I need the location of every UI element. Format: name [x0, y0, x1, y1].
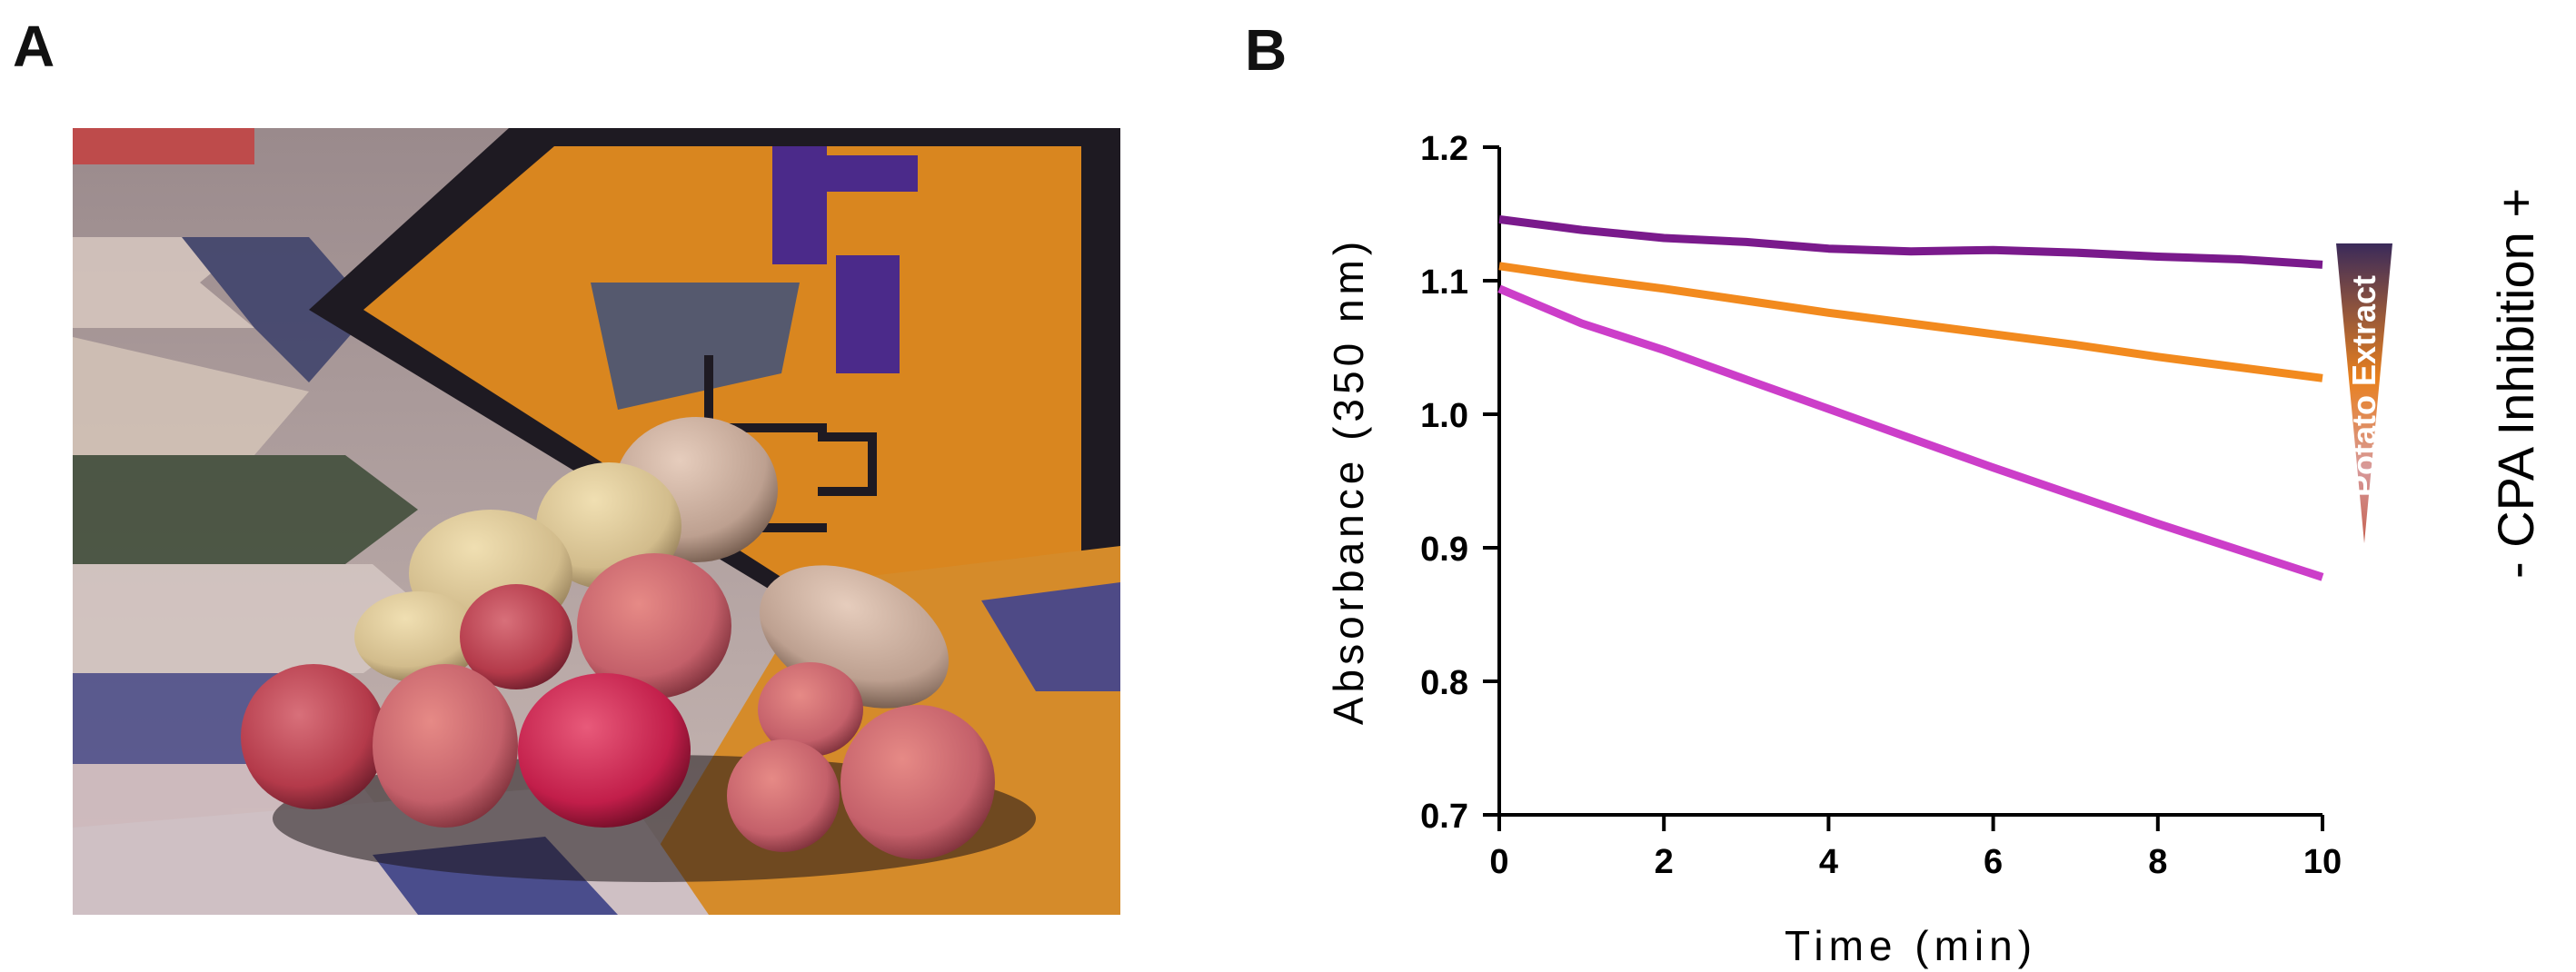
- series-line-2: [1498, 262, 2323, 382]
- x-tick-label: 0: [1489, 843, 1508, 881]
- x-tick-label: 4: [1819, 843, 1838, 881]
- x-tick-label: 2: [1655, 843, 1674, 881]
- x-tick-label: 6: [1984, 843, 2003, 881]
- x-tick-label: 10: [2303, 843, 2342, 881]
- chart-axes: [1497, 147, 2322, 817]
- y-tick-label: 1.0: [1420, 397, 1468, 435]
- y-tick-label: 0.8: [1420, 664, 1468, 702]
- absorbance-chart: 0.7 0.8 0.9 1.0 1.1 1.2 0 2 4 6 8 10 Time (min) Abs…: [1325, 130, 2544, 969]
- panel-label-b: B: [1245, 17, 1288, 83]
- y-tick-label: 1.1: [1420, 263, 1468, 302]
- series-line-1: [1498, 214, 2323, 269]
- potato-photo: [73, 128, 1120, 915]
- x-axis-label: Time (min): [1785, 922, 2037, 969]
- x-tick-label: 8: [2148, 843, 2167, 881]
- panel-label-a: A: [13, 14, 55, 79]
- potato-extract-gradient-triangle: [2336, 243, 2392, 543]
- series-line-3: [1497, 284, 2324, 581]
- cpa-inhibition-label: - CPA Inhibition +: [2487, 188, 2544, 579]
- chart-series-group: [1497, 214, 2324, 581]
- y-tick-label: 0.9: [1420, 531, 1468, 569]
- y-tick-label: 1.2: [1420, 130, 1468, 168]
- y-tick-label: 0.7: [1420, 798, 1468, 836]
- y-axis-label: Absorbance (350 nm): [1325, 237, 1372, 725]
- chart-ticks-group: 0.7 0.8 0.9 1.0 1.1 1.2 0 2 4 6 8 10: [1420, 130, 2342, 881]
- potato-extract-label: Potato Extract: [2345, 275, 2382, 497]
